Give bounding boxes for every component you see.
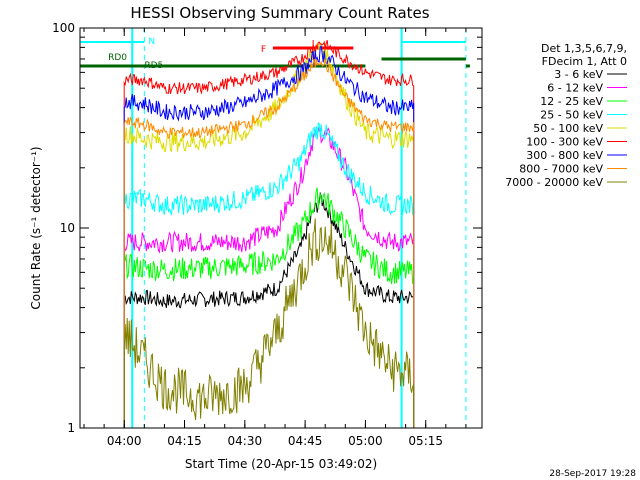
plot-area: N RD0 RD5 F: [80, 28, 470, 428]
legend-entry-label: 100 - 300 keV: [526, 136, 603, 149]
y-tick-label: 10: [60, 221, 75, 235]
annotation-label: F: [261, 45, 266, 55]
series-line: [123, 45, 415, 428]
series-line: [123, 187, 415, 428]
legend-entry-label: 12 - 25 keV: [540, 95, 603, 108]
y-axis-label: Count Rate (s⁻¹ detector⁻¹): [29, 146, 43, 309]
series-line: [123, 42, 415, 428]
legend-entry-label: 7000 - 20000 keV: [505, 176, 603, 189]
legend-entry-label: 25 - 50 keV: [540, 109, 603, 122]
x-tick-label: 04:15: [167, 434, 202, 448]
y-tick-label: 1: [67, 421, 75, 435]
series-line: [123, 40, 415, 428]
annotation-label: RD5: [144, 61, 163, 71]
annotation-label: RD0: [108, 53, 127, 63]
x-tick-label: 05:15: [408, 434, 443, 448]
series-line: [123, 58, 415, 428]
x-tick-label: 04:45: [288, 434, 323, 448]
y-axis: 1 10 100: [52, 21, 482, 435]
legend-entry-label: 50 - 100 keV: [533, 122, 603, 135]
x-tick-label: 04:30: [228, 434, 263, 448]
series-line: [123, 192, 415, 428]
legend-entry-label: 3 - 6 keV: [554, 68, 603, 81]
annotation-label: N: [148, 37, 155, 47]
chart-title: HESSI Observing Summary Count Rates: [130, 4, 429, 22]
plot-frame: [79, 27, 483, 429]
legend: Det 1,3,5,6,7,9,FDecim 1, Att 03 - 6 keV…: [505, 42, 627, 189]
footer-timestamp: 28-Sep-2017 19:28: [549, 469, 636, 479]
legend-header: Det 1,3,5,6,7,9,: [541, 42, 627, 55]
series-line: [123, 122, 415, 428]
x-tick-label: 05:00: [348, 434, 383, 448]
series-line: [123, 127, 415, 428]
legend-entry-label: 300 - 800 keV: [526, 149, 603, 162]
y-tick-label: 100: [52, 21, 75, 35]
x-axis-label: Start Time (20-Apr-15 03:49:02): [185, 457, 377, 471]
series-line: [123, 218, 415, 428]
x-axis: 04:00 04:15 04:30 04:45 05:00 05:15: [83, 28, 467, 448]
x-tick-label: 04:00: [107, 434, 142, 448]
legend-entry-label: 6 - 12 keV: [547, 82, 603, 95]
legend-entry-label: 800 - 7000 keV: [519, 163, 603, 176]
legend-header: FDecim 1, Att 0: [542, 55, 627, 68]
